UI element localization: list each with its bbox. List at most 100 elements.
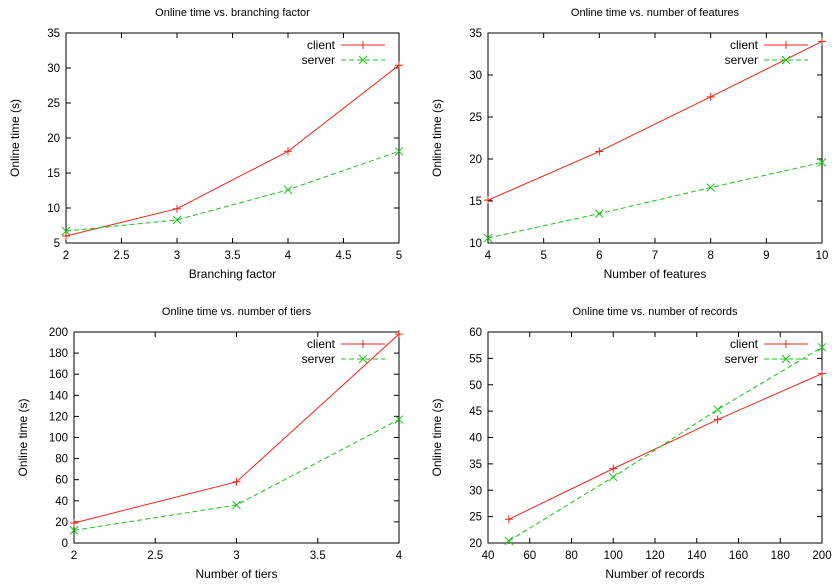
data-point-client (62, 232, 70, 240)
x-tick-label: 6 (596, 250, 602, 262)
chart-title: Online time vs. number of features (571, 7, 740, 19)
series-line-client (508, 373, 823, 520)
y-tick-label: 0 (62, 538, 68, 550)
y-tick-label: 60 (469, 327, 482, 339)
series-line-client (487, 40, 823, 201)
x-tick-label: 3 (174, 250, 180, 262)
x-axis-label: Number of records (605, 567, 704, 581)
data-point-client (706, 92, 715, 101)
x-tick-label: 180 (771, 550, 790, 562)
y-tick-label: 25 (469, 112, 482, 124)
y-tick-label: 30 (469, 485, 482, 497)
x-tick-label: 80 (565, 550, 578, 562)
legend-label-server: server (302, 53, 335, 67)
x-tick-label: 2 (71, 550, 77, 562)
x-tick-label: 40 (482, 550, 495, 562)
legend-marker-client (782, 340, 790, 348)
data-point-client (173, 204, 181, 213)
y-tick-label: 30 (469, 70, 482, 82)
y-tick-label: 10 (469, 238, 482, 250)
data-point-client (284, 147, 292, 156)
y-tick-label: 25 (469, 512, 482, 524)
data-point-client (484, 196, 492, 205)
data-point-server (594, 209, 604, 218)
x-tick-label: 4.5 (336, 250, 352, 262)
data-point-client (818, 369, 826, 378)
series-line-server (65, 150, 400, 232)
y-tick-label: 120 (49, 411, 68, 423)
data-point-client (70, 518, 78, 527)
y-tick-label: 15 (47, 168, 60, 180)
x-tick-label: 4 (485, 250, 492, 262)
y-tick-label: 15 (469, 196, 482, 208)
y-tick-label: 40 (55, 496, 68, 508)
x-tick-label: 4 (285, 250, 292, 262)
x-tick-label: 2 (63, 250, 69, 262)
x-tick-label: 5 (396, 250, 402, 262)
series-line-client (73, 333, 400, 524)
y-tick-label: 200 (49, 327, 68, 339)
data-point-client (395, 330, 403, 339)
legend-marker-server (781, 354, 791, 364)
data-point-client (232, 477, 241, 486)
data-point-server (394, 415, 404, 424)
x-tick-label: 60 (523, 550, 536, 562)
y-tick-label: 50 (469, 380, 482, 392)
legend-marker-client (782, 41, 790, 49)
plot-frame (487, 331, 823, 544)
data-point-server (232, 500, 241, 510)
x-tick-label: 120 (645, 550, 664, 562)
y-tick-label: 20 (55, 517, 68, 529)
chart-panel-4: 40 60 80 100 120 140 160 180 200 20 25 30 35 40 45 50 55… (430, 306, 832, 581)
chart-title: Online time vs. number of records (572, 306, 738, 318)
y-tick-label: 140 (49, 390, 68, 402)
x-tick-label: 4 (396, 550, 403, 562)
legend-label-server: server (725, 352, 758, 366)
x-tick-label: 3.5 (225, 250, 241, 262)
y-tick-label: 55 (469, 353, 482, 365)
x-tick-label: 5 (540, 250, 546, 262)
legend-marker-server (781, 55, 791, 65)
y-axis-label: Online time (s) (16, 398, 30, 476)
data-point-client (609, 464, 618, 473)
chart-panel-3: 2 2.5 3 3.5 4020406080100120140160180200Onli… (16, 306, 404, 581)
chart-panel-1: 2 2.5 3 3.5 4 4.5 5 5 10 15 20 25 30 35 Online time vs… (8, 7, 404, 281)
x-tick-label: 3.5 (310, 550, 326, 562)
x-axis-label: Number of tiers (195, 567, 277, 581)
x-tick-label: 100 (604, 550, 623, 562)
y-tick-label: 45 (469, 406, 482, 418)
data-point-server (172, 215, 182, 225)
x-tick-label: 3 (233, 550, 239, 562)
y-tick-label: 5 (54, 238, 60, 250)
legend-label-server: server (302, 352, 335, 366)
plot-frame (73, 331, 400, 544)
y-tick-label: 80 (55, 454, 68, 466)
data-point-server (69, 525, 79, 535)
y-tick-label: 60 (55, 475, 68, 487)
legend-label-server: server (725, 53, 758, 67)
x-axis-label: Branching factor (189, 267, 276, 281)
chart-title: Online time vs. branching factor (155, 7, 310, 19)
plot-frame (487, 32, 823, 244)
chart-title: Online time vs. number of tiers (162, 306, 312, 318)
data-point-server (706, 183, 716, 192)
data-point-server (713, 405, 722, 414)
data-point-server (504, 536, 514, 546)
x-tick-label: 160 (729, 550, 748, 562)
x-tick-label: 7 (652, 250, 658, 262)
y-tick-label: 30 (47, 63, 60, 75)
data-point-client (595, 147, 604, 156)
y-axis-label: Online time (s) (8, 99, 22, 177)
series-line-server (508, 346, 823, 542)
legend-label-client: client (730, 38, 759, 52)
y-tick-label: 25 (47, 98, 60, 110)
y-tick-label: 100 (49, 433, 68, 445)
y-tick-label: 10 (47, 203, 60, 215)
data-point-server (817, 158, 827, 167)
y-tick-label: 35 (469, 459, 482, 471)
data-point-client (504, 515, 513, 524)
data-point-server (61, 226, 71, 236)
x-tick-label: 140 (687, 550, 706, 562)
